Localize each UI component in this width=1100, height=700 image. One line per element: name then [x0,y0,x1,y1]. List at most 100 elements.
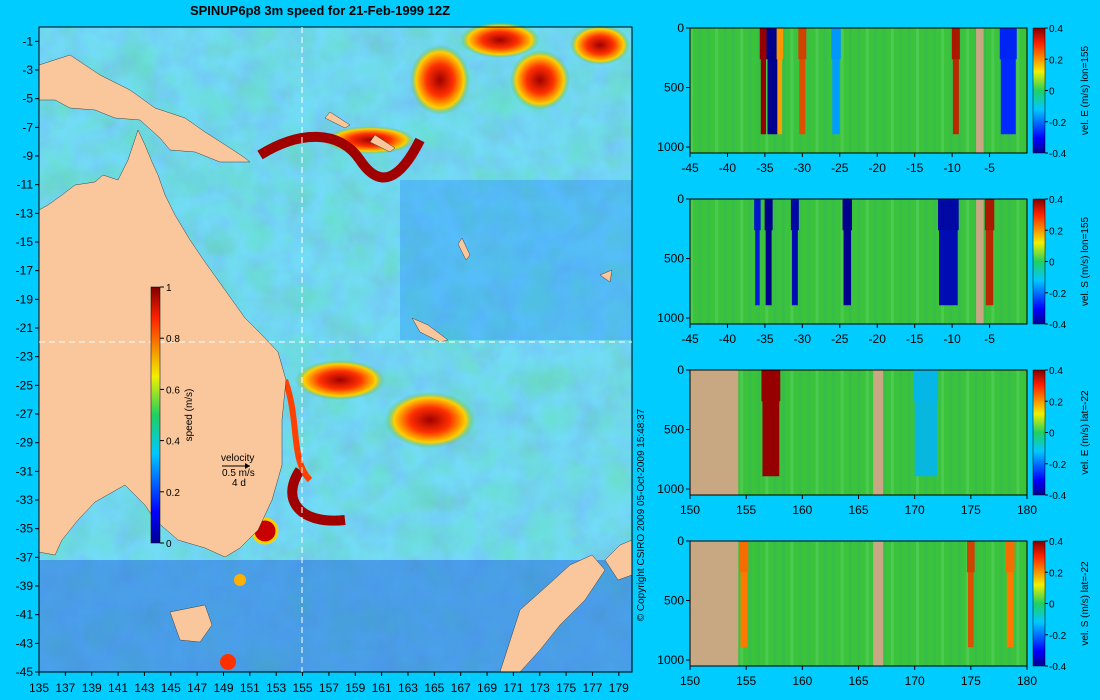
panel-streak [907,541,911,666]
panel-streak [698,199,702,324]
panel-colorbar-label: vel. E (m/s) lat=-22 [1080,390,1091,475]
panel-streak [907,28,911,153]
section-feature-core [776,28,784,60]
velocity-legend-title: velocity [221,453,254,464]
map-y-tick-label: -27 [16,407,34,421]
panel-streak [849,370,853,495]
land-new-guinea [38,54,251,163]
map-y-tick-label: -31 [16,464,34,478]
map-y-tick-label: -23 [16,350,34,364]
panel-streak [999,541,1003,666]
section-feature-core [913,370,939,402]
panel-streak [706,28,710,153]
panel-colorbar [1032,540,1046,667]
section-feature [791,199,798,306]
panel-colorbar-label: vel. S (m/s) lat=-22 [1080,561,1091,646]
panel-x-tick-label: 160 [792,674,812,688]
section-feature-core [951,28,960,60]
panel-streak [790,370,794,495]
map-y-tick-label: -9 [22,149,33,163]
panel-streak [957,541,961,666]
panel-frame [689,27,1028,154]
land-tasmania [169,604,213,643]
map-x-tick-label: 153 [266,681,286,695]
panel-streak [882,199,886,324]
map-y-tick-label: -15 [16,235,34,249]
panel-streak [899,199,903,324]
panel-streak [782,541,786,666]
panel-streak [840,541,844,666]
panel-streak [815,28,819,153]
panel-streak [907,199,911,324]
panel-streak [740,28,744,153]
panel-streak [974,370,978,495]
panel-streak [890,199,894,324]
map-x-tick-label: 179 [609,681,629,695]
panel-streak [991,28,995,153]
panel-streak [740,199,744,324]
panel-streak [915,541,919,666]
panel-x-tick-label: 175 [961,674,981,688]
panel-streak [991,370,995,495]
panel-colorbar [1032,198,1046,325]
section-feature-core [938,199,959,231]
land-solomons-1 [369,134,396,153]
map-x-tick-label: 145 [161,681,181,695]
section-land [976,28,984,153]
land-masses [38,27,633,673]
panel-x-tick-label: -15 [906,332,924,346]
map-x-tick-label: 157 [319,681,339,695]
map-x-tick-label: 177 [582,681,602,695]
panel-streak [874,28,878,153]
panel-streak [857,199,861,324]
panel-colorbar-tick-label: -0.4 [1049,662,1067,673]
colorbar-tick-label: 1 [166,283,172,294]
map-y-tick-label: -3 [22,63,33,77]
panel-streak [890,370,894,495]
section-feature-core [759,28,768,60]
panel-streak [865,541,869,666]
velocity-legend-duration: 4 d [232,478,246,489]
section-feature [952,28,959,135]
section-feature-core [739,541,749,573]
panel-streak [982,28,986,153]
section-feature-core [754,199,761,231]
panel-streak [882,541,886,666]
panel-colorbar-tick-label: 0.4 [1049,24,1063,35]
panel-x-tick-label: 170 [905,674,925,688]
panel-streak [949,28,953,153]
panel-colorbar-label: vel. E (m/s) lon=155 [1080,45,1091,135]
panel-y-tick-label: 0 [677,363,684,377]
panel-x-tick-label: -25 [831,332,849,346]
section-feature-core [766,28,779,60]
section-feature [1006,541,1014,648]
panel-streak [999,199,1003,324]
panel-streak [723,28,727,153]
section-feature [760,28,767,135]
panel-colorbar-tick-label: 0.2 [1049,226,1063,237]
map-x-tick-label: 141 [108,681,128,695]
panel-streak [915,28,919,153]
section-feature-core [967,541,975,573]
panel-streak [748,199,752,324]
panel-streak [782,199,786,324]
section-feature [985,199,994,306]
panel-streak [924,199,928,324]
panel-y-tick-label: 500 [664,423,684,437]
panel-y-tick-label: 1000 [657,653,684,667]
panel-streak [882,28,886,153]
map-x-tick-label: 169 [477,681,497,695]
panel-streak [748,28,752,153]
panel-streak [832,199,836,324]
panel-streak [966,370,970,495]
panel-streak [991,541,995,666]
panel-streak [949,541,953,666]
panel-colorbar-tick-label: 0.4 [1049,195,1063,206]
panel-streak [756,28,760,153]
panel-streak [882,370,886,495]
section-feature [767,28,778,135]
panel-colorbar-tick-label: -0.4 [1049,320,1067,331]
panel-y-tick-label: 1000 [657,311,684,325]
map-x-tick-label: 171 [503,681,523,695]
panel-streak [857,28,861,153]
